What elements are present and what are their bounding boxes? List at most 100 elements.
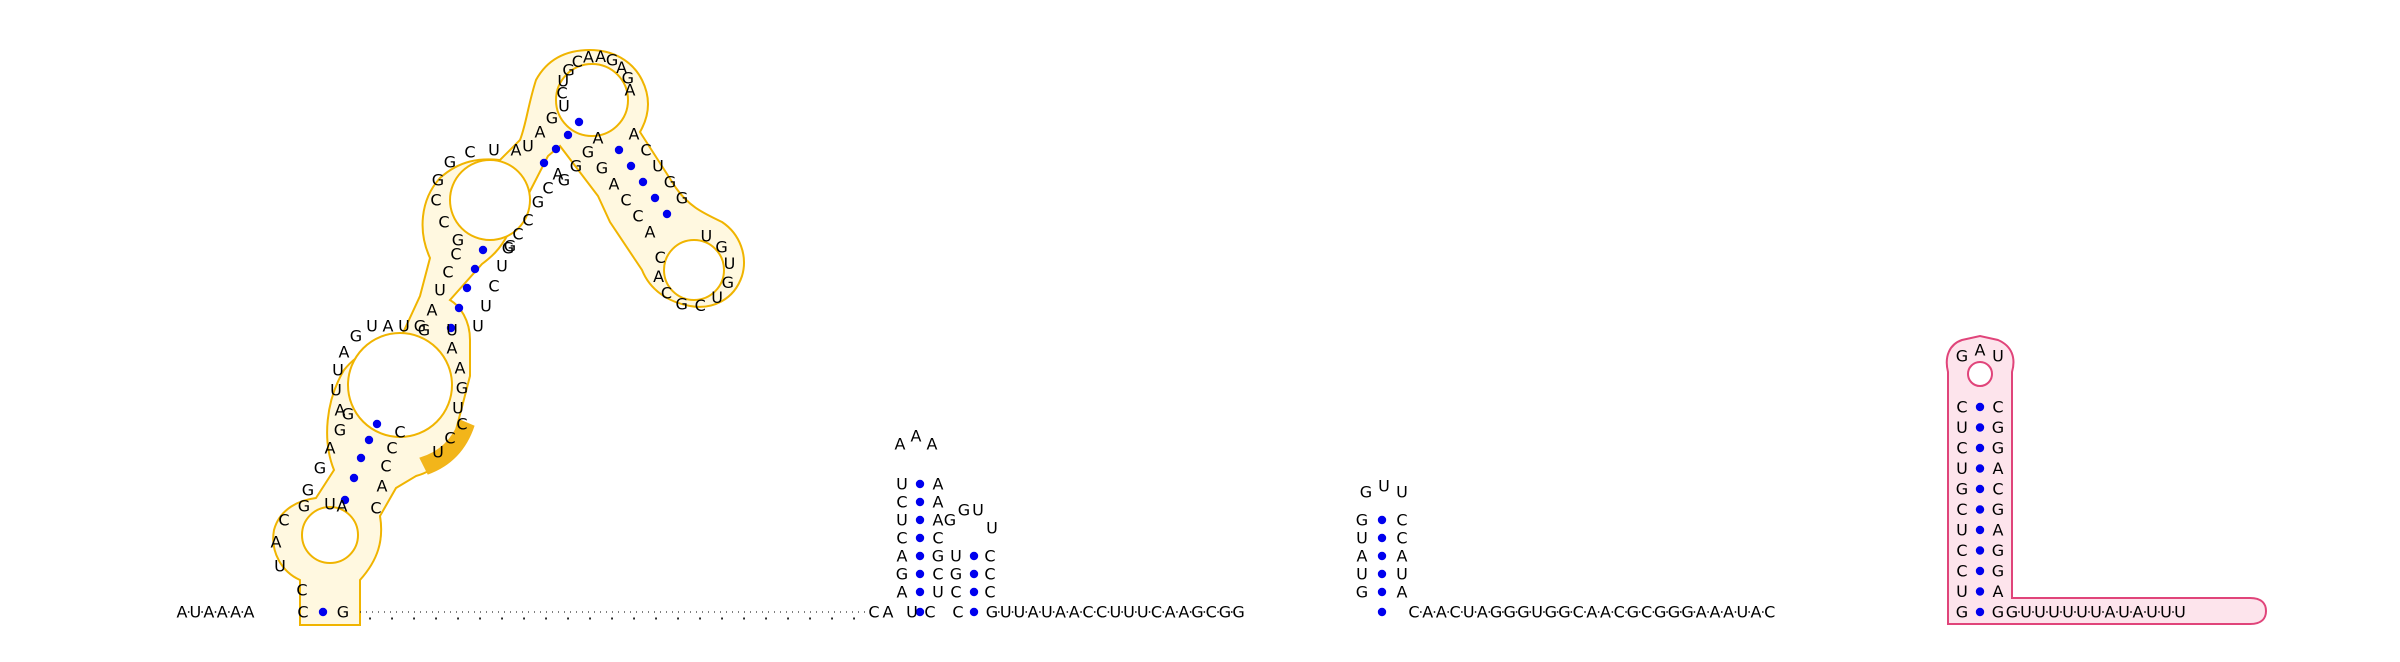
domain-1-outline: [272, 48, 745, 626]
base-pair-dot: [1377, 587, 1387, 597]
domain1-nucleotide: G: [298, 497, 310, 516]
domain1-nucleotide: A: [447, 339, 458, 358]
linker-nucleotide: A: [1028, 603, 1039, 622]
domain1-nucleotide: A: [535, 123, 546, 142]
backbone-dot: [1189, 611, 1192, 613]
hairpin2-nucleotide: U: [906, 603, 918, 622]
domain2-nucleotide: C: [1956, 439, 1967, 458]
hairpin3-nucleotide: G: [1356, 511, 1368, 530]
base-pair-dot: [340, 495, 350, 505]
trailer-nucleotide: U: [2118, 603, 2130, 622]
domain1-nucleotide: C: [655, 248, 666, 267]
unpaired-dot: .: [719, 605, 724, 624]
hairpin2-nucleotide: A: [897, 583, 908, 602]
linker-nucleotide: U: [1000, 603, 1012, 622]
hairpin2-nucleotide: A: [883, 603, 894, 622]
backbone-dot: [1419, 611, 1422, 613]
domain1-nucleotide: U: [480, 297, 492, 316]
hairpin3-nucleotide: U: [1356, 529, 1368, 548]
domain2-nucleotide: G: [1992, 603, 2004, 622]
linker-nucleotide: C: [1206, 603, 1217, 622]
backbone-dot: [1052, 611, 1055, 613]
domain1-nucleotide: G: [676, 189, 688, 208]
backbone-dot: [1556, 611, 1559, 613]
domain1-nucleotide: C: [557, 83, 568, 102]
domain1-nucleotide: C: [430, 191, 441, 210]
backbone-dot: [1176, 611, 1178, 613]
domain1-nucleotide: C: [640, 141, 651, 160]
linker-nucleotide: C: [1449, 603, 1460, 622]
hairpin3-nucleotide: U: [1378, 477, 1390, 496]
linker-nucleotide: A: [1751, 603, 1762, 622]
linker-nucleotide: A: [1069, 603, 1080, 622]
base-pair-dot: [364, 435, 374, 445]
domain1-nucleotide: C: [278, 511, 289, 530]
linker-nucleotide: C: [1614, 603, 1625, 622]
unpaired-dot: .: [433, 605, 438, 624]
linker-nucleotide: C: [1573, 603, 1584, 622]
domain1-nucleotide: G: [715, 237, 727, 256]
base-pair-dot: [614, 145, 624, 155]
leader-nucleotide: A: [230, 603, 241, 622]
domain1-nucleotide: G: [570, 157, 582, 176]
backbone-dot: [1679, 611, 1682, 613]
trailer-nucleotide: U: [2048, 603, 2060, 622]
hairpin3-nucleotide: U: [1396, 565, 1408, 584]
backbone-dot: [241, 611, 244, 613]
trailer-nucleotide: G: [2006, 603, 2018, 622]
domain1-nucleotide: A: [553, 165, 564, 184]
domain1-nucleotide: A: [511, 141, 522, 160]
hairpin2-nucleotide: U: [950, 547, 962, 566]
base-pair-dot: [1975, 525, 1985, 535]
backbone-dot: [1515, 611, 1518, 613]
domain2-nucleotide: G: [1956, 480, 1968, 499]
domain2-nucleotide: A: [1993, 582, 2004, 601]
backbone-dot: [1080, 611, 1082, 613]
linker-nucleotide: U: [1041, 603, 1053, 622]
unpaired-dot: .: [587, 605, 592, 624]
base-pair-dot: [1975, 505, 1985, 514]
hairpin3-nucleotide: G: [1356, 583, 1368, 602]
domain1-nucleotide: C: [632, 207, 643, 226]
base-pair-dot: [478, 245, 488, 255]
unpaired-dot: .: [675, 605, 680, 624]
base-pair-dot: [470, 264, 480, 274]
hairpin3-nucleotide: A: [1397, 547, 1408, 566]
leader-nucleotide: A: [244, 603, 255, 622]
base-pairs: [318, 117, 1985, 617]
linker-nucleotide: G: [1517, 603, 1529, 622]
unpaired-dot: .: [521, 605, 526, 624]
trailer-nucleotide: U: [2174, 603, 2186, 622]
trailer-nucleotide: U: [2076, 603, 2088, 622]
trailer-nucleotide: U: [2160, 603, 2172, 622]
base-pair-dot: [915, 587, 925, 597]
domain1-nucleotide: G: [456, 379, 468, 398]
domain2-nucleotide: C: [1956, 398, 1967, 417]
base-pair-dot: [563, 130, 573, 140]
linker-nucleotide: C: [1082, 603, 1093, 622]
hairpin2-nucleotide: U: [896, 511, 908, 530]
domain1-nucleotide: G: [558, 171, 570, 190]
domain1-nucleotide: G: [596, 159, 608, 178]
domain1-nucleotide: G: [314, 459, 326, 478]
domain1-nucleotide: G: [546, 109, 558, 128]
domain1-nucleotide: G: [606, 51, 618, 70]
domain1-nucleotide: U: [557, 71, 569, 90]
hairpin2-nucleotide: G: [896, 565, 908, 584]
hairpin2-nucleotide: U: [896, 475, 908, 494]
domain1-nucleotide: U: [398, 317, 410, 336]
linker-nucleotide: A: [1477, 603, 1488, 622]
hairpin2-nucleotide: G: [958, 501, 970, 520]
domain1-nucleotide: G: [622, 69, 634, 88]
trailer-nucleotide: U: [2062, 603, 2074, 622]
hairpin2-nucleotide: G: [932, 547, 944, 566]
domain1-nucleotide: C: [488, 277, 499, 296]
linker-nucleotide: A: [1600, 603, 1611, 622]
unpaired-dot: .: [697, 605, 702, 624]
backbone-dot: [1460, 611, 1463, 613]
domain-1-highlight: [419, 419, 475, 475]
domain1-nucleotide: C: [370, 499, 381, 518]
backbone-dot: [1447, 611, 1450, 613]
